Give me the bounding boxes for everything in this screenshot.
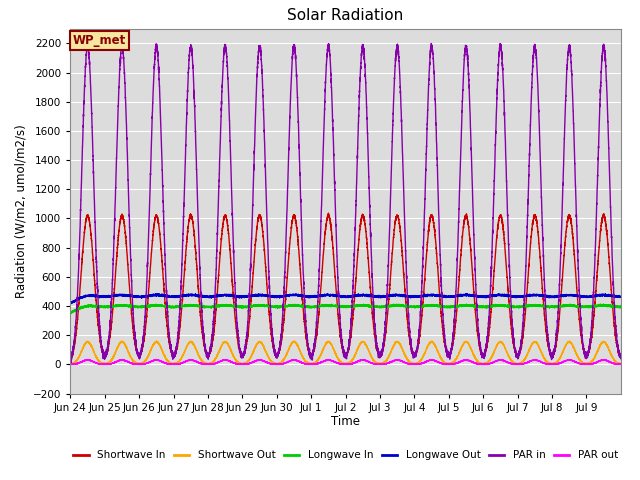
- Legend: Shortwave In, Shortwave Out, Longwave In, Longwave Out, PAR in, PAR out: Shortwave In, Shortwave Out, Longwave In…: [69, 446, 622, 465]
- X-axis label: Time: Time: [331, 415, 360, 429]
- Text: WP_met: WP_met: [73, 34, 127, 47]
- Title: Solar Radiation: Solar Radiation: [287, 9, 404, 24]
- Y-axis label: Radiation (W/m2, umol/m2/s): Radiation (W/m2, umol/m2/s): [15, 124, 28, 298]
